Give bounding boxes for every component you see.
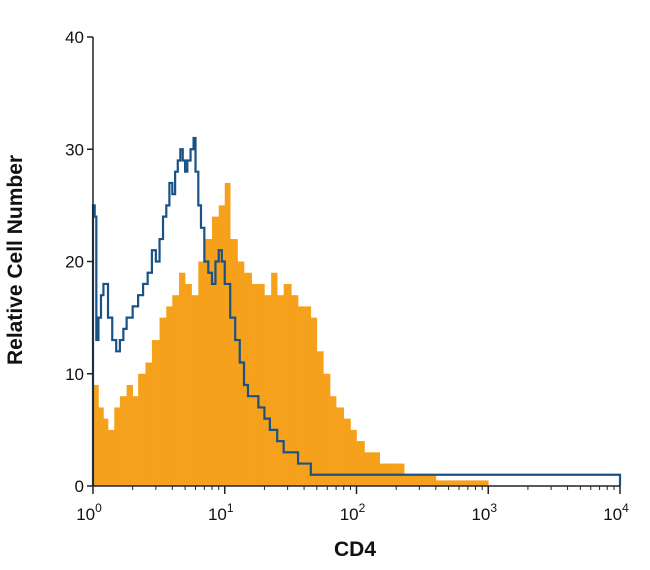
- histogram-bin: [404, 474, 412, 486]
- filled-histogram-series: [93, 182, 489, 487]
- histogram-bin: [271, 272, 278, 486]
- histogram-bin: [151, 340, 160, 486]
- y-axis-title: Relative Cell Number: [4, 155, 27, 365]
- histogram-bin: [244, 272, 252, 486]
- x-tick-label: 103: [471, 501, 497, 524]
- histogram-bin: [419, 474, 429, 486]
- histogram-bin: [459, 480, 469, 486]
- x-tick-base: 10: [76, 505, 95, 524]
- histogram-bin: [371, 452, 380, 486]
- histogram-bin: [185, 283, 192, 486]
- histogram-bin: [478, 480, 489, 486]
- histogram-bin: [237, 261, 245, 486]
- histogram-bin: [204, 239, 213, 486]
- x-tick-base: 10: [340, 505, 359, 524]
- histogram-bin: [138, 373, 146, 486]
- histogram-bin: [218, 205, 226, 486]
- histogram-bin: [264, 295, 272, 486]
- x-tick-exponent: 3: [490, 501, 497, 515]
- histogram-bin: [350, 429, 357, 486]
- y-tick-label: 10: [65, 365, 84, 384]
- histogram-bin: [126, 384, 133, 486]
- histogram-bin: [98, 407, 104, 486]
- y-tick-label: 30: [65, 140, 84, 159]
- x-tick-exponent: 0: [95, 501, 102, 515]
- histogram-bin: [298, 306, 305, 486]
- histogram-bin: [224, 182, 231, 487]
- histogram-bin: [435, 480, 449, 486]
- histogram-bin: [251, 283, 259, 486]
- y-tick-label: 40: [65, 28, 84, 47]
- x-tick-label: 100: [76, 501, 102, 524]
- histogram-bin: [179, 272, 186, 486]
- histogram-bin: [304, 306, 312, 486]
- histogram-bin: [93, 384, 99, 486]
- x-tick-label: 101: [208, 501, 234, 524]
- x-axis-ticks: 100 101 102 103 104: [76, 486, 629, 524]
- histogram-bin: [428, 474, 437, 486]
- x-tick-exponent: 4: [622, 501, 629, 515]
- histogram-bin: [103, 418, 109, 486]
- histogram-bin: [343, 418, 351, 486]
- histogram-bin: [159, 317, 167, 486]
- histogram-bin: [198, 261, 205, 486]
- histogram-bin: [211, 216, 220, 486]
- x-tick-base: 10: [208, 505, 227, 524]
- histogram-bin: [258, 283, 265, 486]
- x-tick-label: 104: [603, 501, 629, 524]
- histogram-bin: [283, 283, 292, 486]
- histogram-bin: [145, 362, 153, 486]
- histogram-bin: [356, 441, 365, 486]
- histogram-bin: [114, 407, 121, 486]
- histogram-bin: [172, 295, 180, 486]
- histogram-bin: [411, 474, 420, 486]
- y-axis-ticks: 0 10 20 30 40: [65, 28, 93, 496]
- histogram-outline-line: [91, 136, 622, 486]
- x-tick-base: 10: [471, 505, 490, 524]
- x-axis-title: CD4: [334, 538, 376, 561]
- x-tick-exponent: 1: [227, 501, 234, 515]
- histogram-bin: [330, 396, 337, 486]
- histogram-bin: [364, 452, 372, 486]
- histogram-bin: [191, 295, 199, 486]
- histogram-bin: [166, 306, 173, 486]
- histogram-bin: [230, 239, 238, 486]
- histogram-bin: [132, 396, 139, 486]
- y-tick-label: 0: [75, 477, 84, 496]
- histogram-bin: [448, 480, 460, 486]
- histogram-bin: [277, 295, 284, 486]
- outline-histogram-series: [91, 136, 622, 486]
- histogram-bin: [108, 429, 115, 486]
- histogram-bin: [336, 407, 345, 486]
- histogram-bin: [467, 480, 480, 486]
- y-tick-label: 20: [65, 253, 84, 272]
- histogram-bin: [291, 295, 299, 486]
- histogram-bin: [119, 396, 127, 486]
- series-layer: [91, 136, 622, 487]
- x-tick-exponent: 2: [359, 501, 366, 515]
- x-tick-label: 102: [340, 501, 366, 524]
- histogram-bin: [316, 351, 324, 486]
- histogram-bin: [323, 373, 331, 486]
- histogram-bin: [310, 317, 318, 486]
- x-tick-base: 10: [603, 505, 622, 524]
